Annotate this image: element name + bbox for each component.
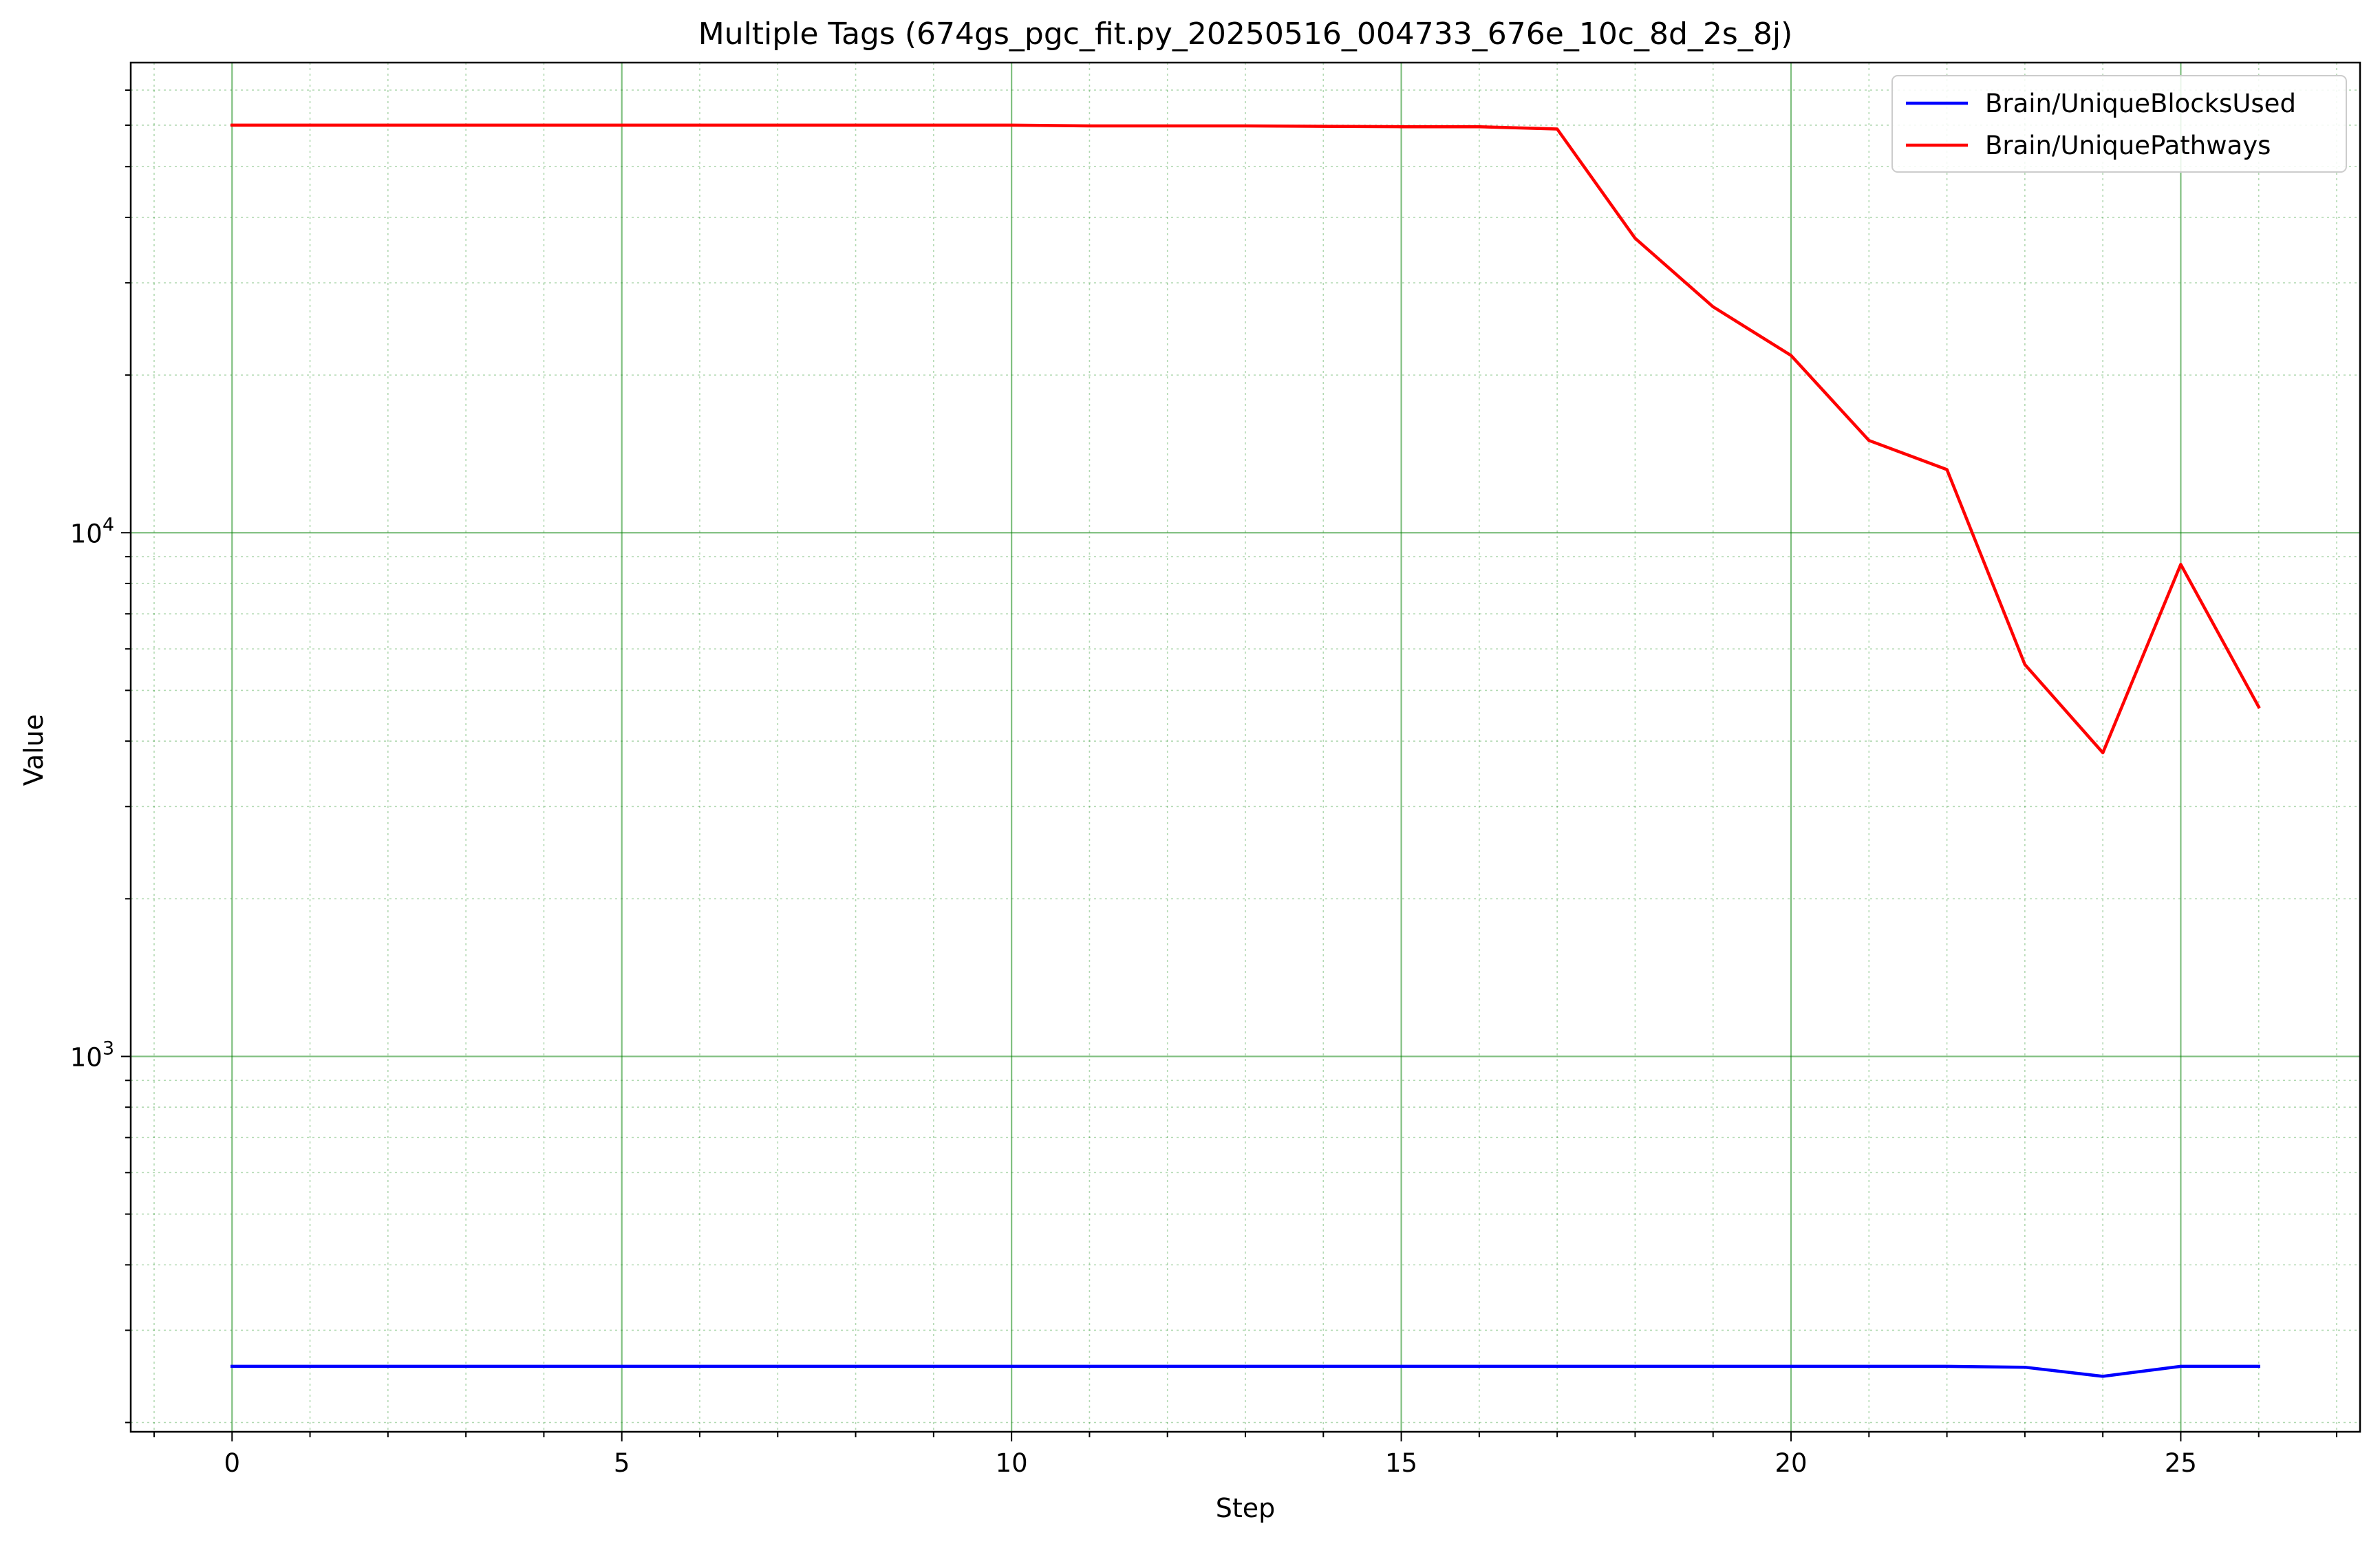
series-lines: [231, 123, 2261, 1378]
x-tick-label: 15: [1385, 1448, 1417, 1478]
grid-lines: [131, 63, 2360, 1432]
x-tick-label: 0: [224, 1448, 240, 1478]
y-axis-ticks: 103 104: [70, 89, 131, 1424]
x-tick-label: 20: [1775, 1448, 1807, 1478]
chart-title: Multiple Tags (674gs_pgc_fit.py_20250516…: [698, 17, 1793, 52]
y-tick-label: 103: [70, 1038, 114, 1072]
x-axis-ticks: 0 5 10 15 20 25: [153, 1432, 2338, 1478]
y-tick-label: 104: [70, 514, 114, 548]
x-tick-label: 10: [996, 1448, 1028, 1478]
x-axis-label: Step: [1216, 1493, 1276, 1523]
x-tick-label: 25: [2165, 1448, 2197, 1478]
series-line-unique-pathways: [231, 123, 2261, 755]
series-line-unique-blocks-used: [231, 1364, 2260, 1378]
legend-label-unique-pathways: Brain/UniquePathways: [1985, 131, 2271, 160]
legend-box: [1891, 75, 2347, 173]
legend-label-unique-blocks-used: Brain/UniqueBlocksUsed: [1985, 89, 2296, 118]
legend: Brain/UniqueBlocksUsed Brain/UniquePathw…: [1891, 75, 2347, 173]
y-axis-label: Value: [19, 714, 49, 786]
x-tick-label: 5: [614, 1448, 630, 1478]
